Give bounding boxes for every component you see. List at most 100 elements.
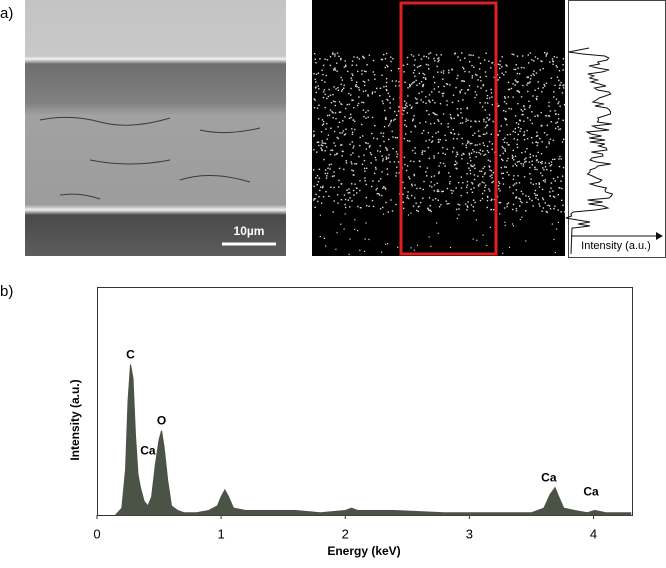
map-dot <box>363 115 365 118</box>
map-dot <box>484 133 486 135</box>
map-dot <box>505 110 507 113</box>
map-dot <box>514 115 517 117</box>
map-dot <box>535 135 538 137</box>
map-dot <box>425 102 427 104</box>
map-dot <box>533 192 536 195</box>
map-dot <box>452 190 454 192</box>
map-dot <box>323 237 325 239</box>
map-dot <box>340 144 342 146</box>
map-dot <box>504 221 506 223</box>
map-dot <box>427 132 430 134</box>
map-dot <box>413 174 416 177</box>
map-dot <box>390 199 392 201</box>
map-dot <box>562 64 564 66</box>
map-dot <box>371 185 373 188</box>
map-dot <box>428 209 430 212</box>
map-dot <box>410 160 412 162</box>
map-dot <box>562 119 564 121</box>
map-dot <box>553 91 555 93</box>
map-dot <box>558 101 560 103</box>
map-dot <box>541 197 544 199</box>
map-dot <box>535 194 537 196</box>
map-dot <box>382 213 385 215</box>
map-dot <box>461 143 464 145</box>
map-dot <box>378 180 380 182</box>
map-dot <box>315 177 317 179</box>
map-dot <box>365 222 367 224</box>
map-dot <box>505 71 507 73</box>
map-dot <box>349 238 351 240</box>
map-dot <box>382 135 384 138</box>
map-dot <box>507 96 510 98</box>
map-dot <box>387 66 389 68</box>
map-dot <box>482 142 484 144</box>
map-dot <box>429 52 432 54</box>
map-dot <box>446 187 449 190</box>
map-dot <box>433 157 435 159</box>
map-dot <box>452 94 455 96</box>
map-dot <box>541 174 544 177</box>
map-dot <box>452 138 455 140</box>
map-dot <box>364 170 366 172</box>
map-dot <box>491 143 494 145</box>
map-dot <box>482 150 484 152</box>
map-dot <box>536 95 538 98</box>
map-dot <box>486 206 488 209</box>
map-dot <box>553 56 556 58</box>
eds-map <box>312 0 565 256</box>
map-dot <box>407 197 410 200</box>
map-dot <box>456 162 458 164</box>
map-dot <box>319 236 321 238</box>
map-dot <box>511 53 513 55</box>
map-dot <box>526 201 528 203</box>
map-dot <box>502 183 505 185</box>
map-dot <box>388 95 391 98</box>
map-dot <box>379 87 382 89</box>
map-dot <box>541 210 543 212</box>
map-dot <box>519 200 522 203</box>
map-dot <box>428 53 430 55</box>
map-dot <box>467 89 470 91</box>
map-dot <box>489 190 491 192</box>
map-dot <box>376 138 378 140</box>
map-dot <box>542 87 544 89</box>
map-dot <box>333 142 335 144</box>
map-dot <box>410 131 412 133</box>
map-dot <box>540 161 542 164</box>
map-dot <box>502 138 504 141</box>
map-dot <box>388 138 390 141</box>
map-dot <box>439 162 442 164</box>
map-dot <box>320 147 322 149</box>
map-dot <box>523 139 526 141</box>
map-dot <box>372 59 375 62</box>
map-dot <box>436 222 438 224</box>
map-dot <box>382 102 384 105</box>
map-dot <box>499 64 501 66</box>
map-dot <box>481 197 484 200</box>
map-dot <box>345 107 347 110</box>
map-dot <box>373 172 376 175</box>
map-dot <box>342 150 344 153</box>
map-dot <box>483 166 486 168</box>
map-dot <box>419 165 421 168</box>
map-dot <box>363 154 365 156</box>
map-dot <box>384 187 386 189</box>
map-dot <box>554 180 556 182</box>
map-dot <box>564 211 566 213</box>
map-dot <box>484 126 487 129</box>
map-dot <box>461 117 463 119</box>
map-dot <box>353 56 355 58</box>
map-dot <box>483 118 485 120</box>
map-dot <box>457 100 460 102</box>
map-dot <box>365 111 367 114</box>
map-dot <box>478 135 480 137</box>
map-dot <box>335 248 337 250</box>
map-dot <box>468 85 471 87</box>
map-dot <box>350 87 352 90</box>
map-dot <box>442 190 444 192</box>
map-dot <box>513 138 515 140</box>
map-dot <box>485 75 487 77</box>
map-dot <box>396 153 399 155</box>
map-dot <box>531 160 533 162</box>
map-dot <box>442 113 445 115</box>
